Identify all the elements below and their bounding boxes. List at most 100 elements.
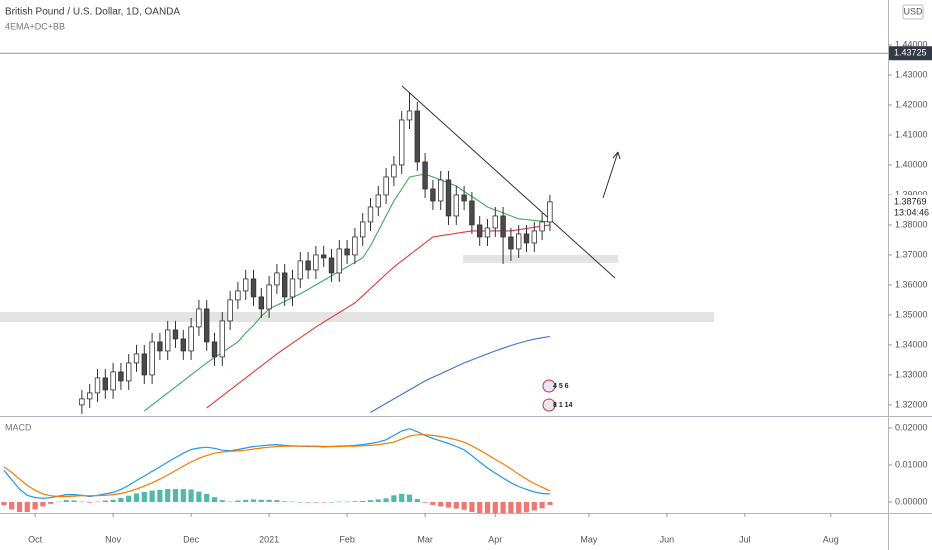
- candle-body: [227, 299, 233, 322]
- last-price-box: [889, 194, 932, 221]
- histogram-bar: [516, 502, 522, 513]
- histogram-bar: [328, 502, 335, 503]
- zone: [463, 255, 618, 263]
- event-label[interactable]: 4 5 6: [553, 383, 569, 390]
- candle-body: [180, 338, 186, 352]
- histogram-bar: [352, 501, 358, 503]
- histogram-bar: [235, 500, 241, 503]
- histogram-bar: [219, 500, 225, 503]
- candle-body: [149, 341, 155, 376]
- histogram-bar: [227, 501, 233, 503]
- histogram-bar: [375, 499, 381, 503]
- candle-body: [523, 233, 530, 244]
- candle-body: [110, 371, 116, 391]
- ema-line: [206, 224, 550, 409]
- histogram-bar: [180, 489, 186, 503]
- histogram-bar: [188, 489, 194, 503]
- candle-body: [313, 254, 319, 271]
- candle-body: [406, 110, 413, 121]
- histogram-bar: [118, 497, 124, 503]
- histogram-bar: [211, 497, 218, 503]
- chart-title: British Pound / U.S. Dollar, 1D, OANDA: [5, 7, 180, 18]
- histogram-bar: [531, 502, 537, 511]
- candle-body: [328, 257, 335, 274]
- histogram-bar: [321, 502, 327, 503]
- histogram-bar: [406, 494, 413, 503]
- histogram-bar: [453, 502, 459, 509]
- histogram-bar: [523, 502, 530, 513]
- event-label[interactable]: 8 1 14: [553, 402, 573, 409]
- candle-body: [102, 377, 108, 391]
- x-tick-label: Oct: [28, 534, 43, 544]
- histogram-bar: [133, 493, 140, 503]
- x-tick-label: Mar: [417, 534, 433, 544]
- event-icon[interactable]: [542, 379, 556, 393]
- candle-body: [375, 194, 381, 208]
- y-tick-label: 1.34000: [895, 339, 928, 349]
- candle-body: [281, 272, 288, 298]
- candle-body: [141, 353, 147, 376]
- histogram-bar: [367, 500, 374, 503]
- histogram-bar: [9, 502, 15, 510]
- currency-button[interactable]: [902, 4, 924, 20]
- histogram-bar: [204, 493, 210, 503]
- zone: [0, 312, 714, 322]
- y-tick-label: 1.32000: [895, 399, 928, 409]
- candle-body: [118, 371, 124, 382]
- histogram-bar: [94, 501, 101, 503]
- histogram-bar: [383, 498, 389, 503]
- candle-body: [531, 230, 537, 244]
- currency[interactable]: USD: [903, 6, 923, 16]
- candle-body: [391, 164, 397, 178]
- histogram-bar: [63, 500, 69, 503]
- main-pane: [79, 92, 553, 414]
- candle-body: [469, 200, 475, 226]
- arrow: [602, 151, 619, 199]
- candle-body: [352, 236, 358, 256]
- candle-body: [476, 224, 483, 238]
- candle-body: [235, 290, 241, 301]
- y-tick-label: 0.02000: [895, 422, 928, 432]
- y-tick-label: 1.38000: [895, 219, 928, 229]
- histogram-bar: [48, 502, 54, 504]
- histogram-bar: [391, 495, 397, 503]
- candle-body: [359, 221, 366, 238]
- histogram-bar: [477, 502, 483, 513]
- histogram-bar: [422, 502, 428, 503]
- candle-body: [126, 362, 132, 382]
- candle-body: [94, 377, 101, 394]
- candle-body: [188, 326, 194, 352]
- candle-body: [367, 206, 374, 223]
- x-tick-label: Feb: [339, 534, 355, 544]
- candle-body: [547, 201, 553, 223]
- y-tick-label: 1.42000: [895, 99, 928, 109]
- histogram-bar: [399, 493, 405, 503]
- histogram-bar: [141, 492, 147, 503]
- macd-title: MACD: [5, 422, 32, 432]
- candle-body: [164, 329, 171, 352]
- indicator-name: 4EMA+DC+BB: [5, 21, 65, 31]
- candle-body: [320, 254, 327, 259]
- candle-body: [242, 278, 249, 292]
- x-tick-label: Dec: [183, 534, 200, 544]
- event-icon[interactable]: [542, 398, 556, 412]
- candle-body: [172, 329, 179, 340]
- candle-body: [219, 320, 225, 358]
- trendline: [401, 85, 616, 279]
- histogram-bar: [71, 500, 77, 503]
- y-tick-label: 1.35000: [895, 309, 928, 319]
- histogram-bar: [172, 489, 179, 503]
- candle-body: [274, 272, 280, 286]
- y-tick-label: 0.00000: [895, 496, 928, 506]
- candle-body: [133, 353, 140, 364]
- candle-body: [445, 179, 452, 217]
- histogram-bar: [79, 501, 85, 503]
- candle-body: [211, 341, 218, 358]
- candle-body: [430, 188, 436, 202]
- histogram-bar: [165, 489, 171, 503]
- candle-body: [539, 221, 545, 232]
- histogram-bar: [469, 502, 475, 513]
- histogram-bar: [313, 502, 319, 503]
- candle-body: [422, 161, 428, 190]
